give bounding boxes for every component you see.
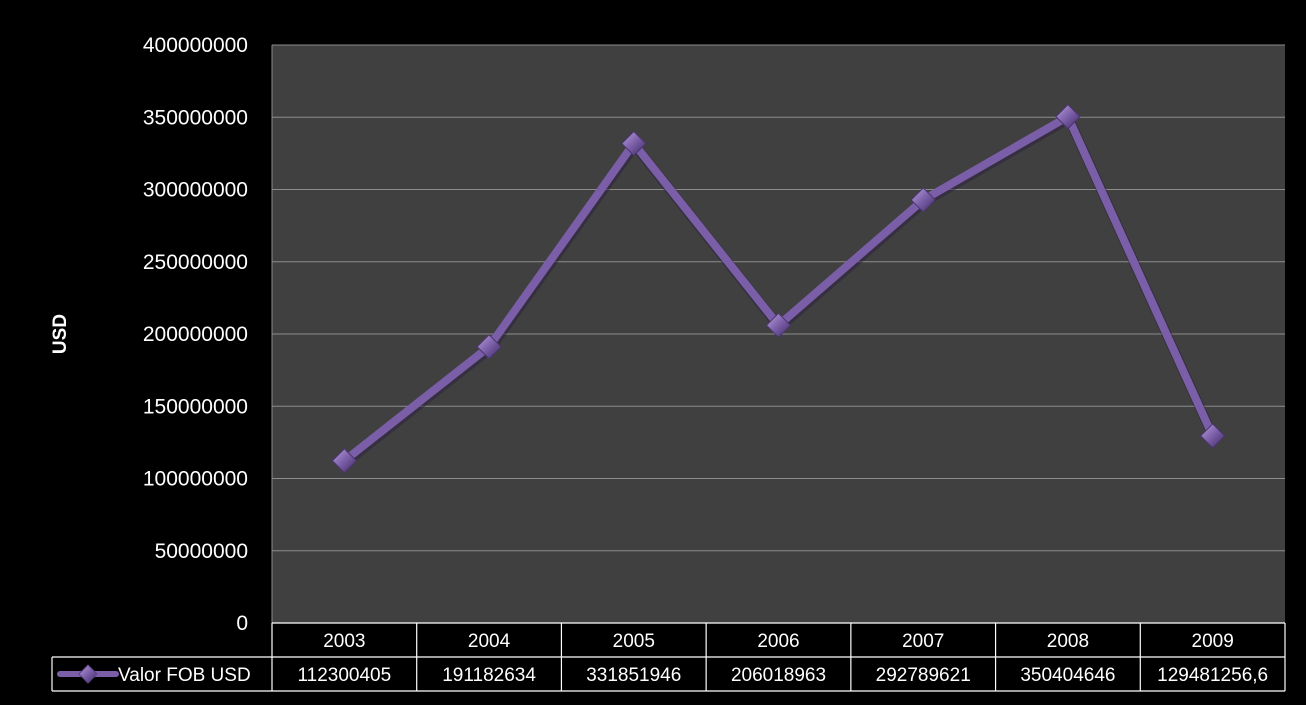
y-tick-label: 200000000 — [143, 323, 248, 346]
data-point-marker — [910, 187, 936, 213]
x-category-label: 2003 — [323, 631, 365, 652]
y-tick-label: 300000000 — [143, 179, 248, 202]
data-table-value: 206018963 — [731, 665, 826, 686]
y-tick-label: 150000000 — [143, 395, 248, 418]
data-table: 2003 2004 2005 2006 2007 2008 2009 112300405 191… — [51, 622, 1286, 692]
y-tick-label: 250000000 — [143, 251, 248, 274]
legend-series-name: Valor FOB USD — [118, 665, 251, 686]
data-point-marker — [331, 448, 358, 474]
series-layer — [331, 103, 1226, 474]
x-category-label: 2005 — [613, 631, 655, 652]
x-category-label: 2008 — [1047, 631, 1089, 652]
x-category-label: 2006 — [757, 631, 799, 652]
gridlines — [271, 44, 1285, 623]
data-table-value: 292789621 — [876, 665, 971, 686]
y-axis-label: USD — [50, 314, 71, 354]
x-category-label: 2004 — [468, 631, 511, 652]
y-tick-label: 0 — [236, 612, 248, 635]
data-point-marker — [476, 334, 502, 360]
x-category-label: 2007 — [902, 631, 944, 652]
x-category-label: 2009 — [1192, 631, 1234, 652]
data-table-value: 191182634 — [442, 665, 536, 686]
y-tick-label: 100000000 — [143, 468, 248, 491]
data-point-marker — [1055, 103, 1081, 130]
data-table-value: 129481256,6 — [1157, 665, 1268, 686]
y-tick-label: 400000000 — [143, 34, 248, 57]
data-point-marker — [621, 130, 647, 157]
data-point-marker — [1199, 423, 1226, 449]
data-point-marker — [765, 312, 792, 339]
data-table-value: 350404646 — [1020, 665, 1115, 686]
y-tick-label: 50000000 — [155, 540, 248, 563]
y-tick-label: 350000000 — [143, 106, 248, 129]
y-axis-ticks: 0 50000000 100000000 150000000 200000000 2500… — [143, 34, 248, 635]
data-table-value: 331851946 — [586, 665, 681, 686]
data-table-value: 112300405 — [298, 665, 392, 686]
legend-marker-key — [78, 664, 98, 684]
